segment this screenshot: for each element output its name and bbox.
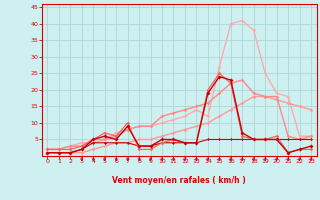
X-axis label: Vent moyen/en rafales ( km/h ): Vent moyen/en rafales ( km/h ) xyxy=(112,176,246,185)
